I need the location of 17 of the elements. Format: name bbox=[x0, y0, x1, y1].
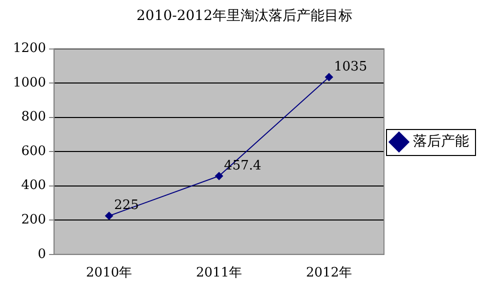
x-tick-label: 2010年 bbox=[86, 266, 132, 281]
y-tick-label: 400 bbox=[21, 178, 46, 194]
point bbox=[105, 212, 114, 220]
y-tick-label: 200 bbox=[21, 212, 46, 228]
y-tick-label: 0 bbox=[38, 246, 46, 262]
y-tick-label: 800 bbox=[21, 110, 46, 125]
y-tick-label: 1200 bbox=[12, 41, 46, 56]
point bbox=[325, 73, 334, 82]
x-tick-label: 2011年 bbox=[196, 266, 242, 281]
point bbox=[215, 172, 224, 180]
data-label: 225 bbox=[114, 198, 139, 214]
legend-label: 落后产能 bbox=[413, 134, 469, 150]
y-tick-label: 1000 bbox=[12, 75, 46, 90]
x-tick-label: 2012年 bbox=[306, 266, 352, 281]
chart-title: 2010-2012年里淘汰落后产能目标 bbox=[136, 8, 352, 24]
y-tick-label: 600 bbox=[21, 144, 46, 159]
data-label: 1035 bbox=[334, 59, 368, 74]
